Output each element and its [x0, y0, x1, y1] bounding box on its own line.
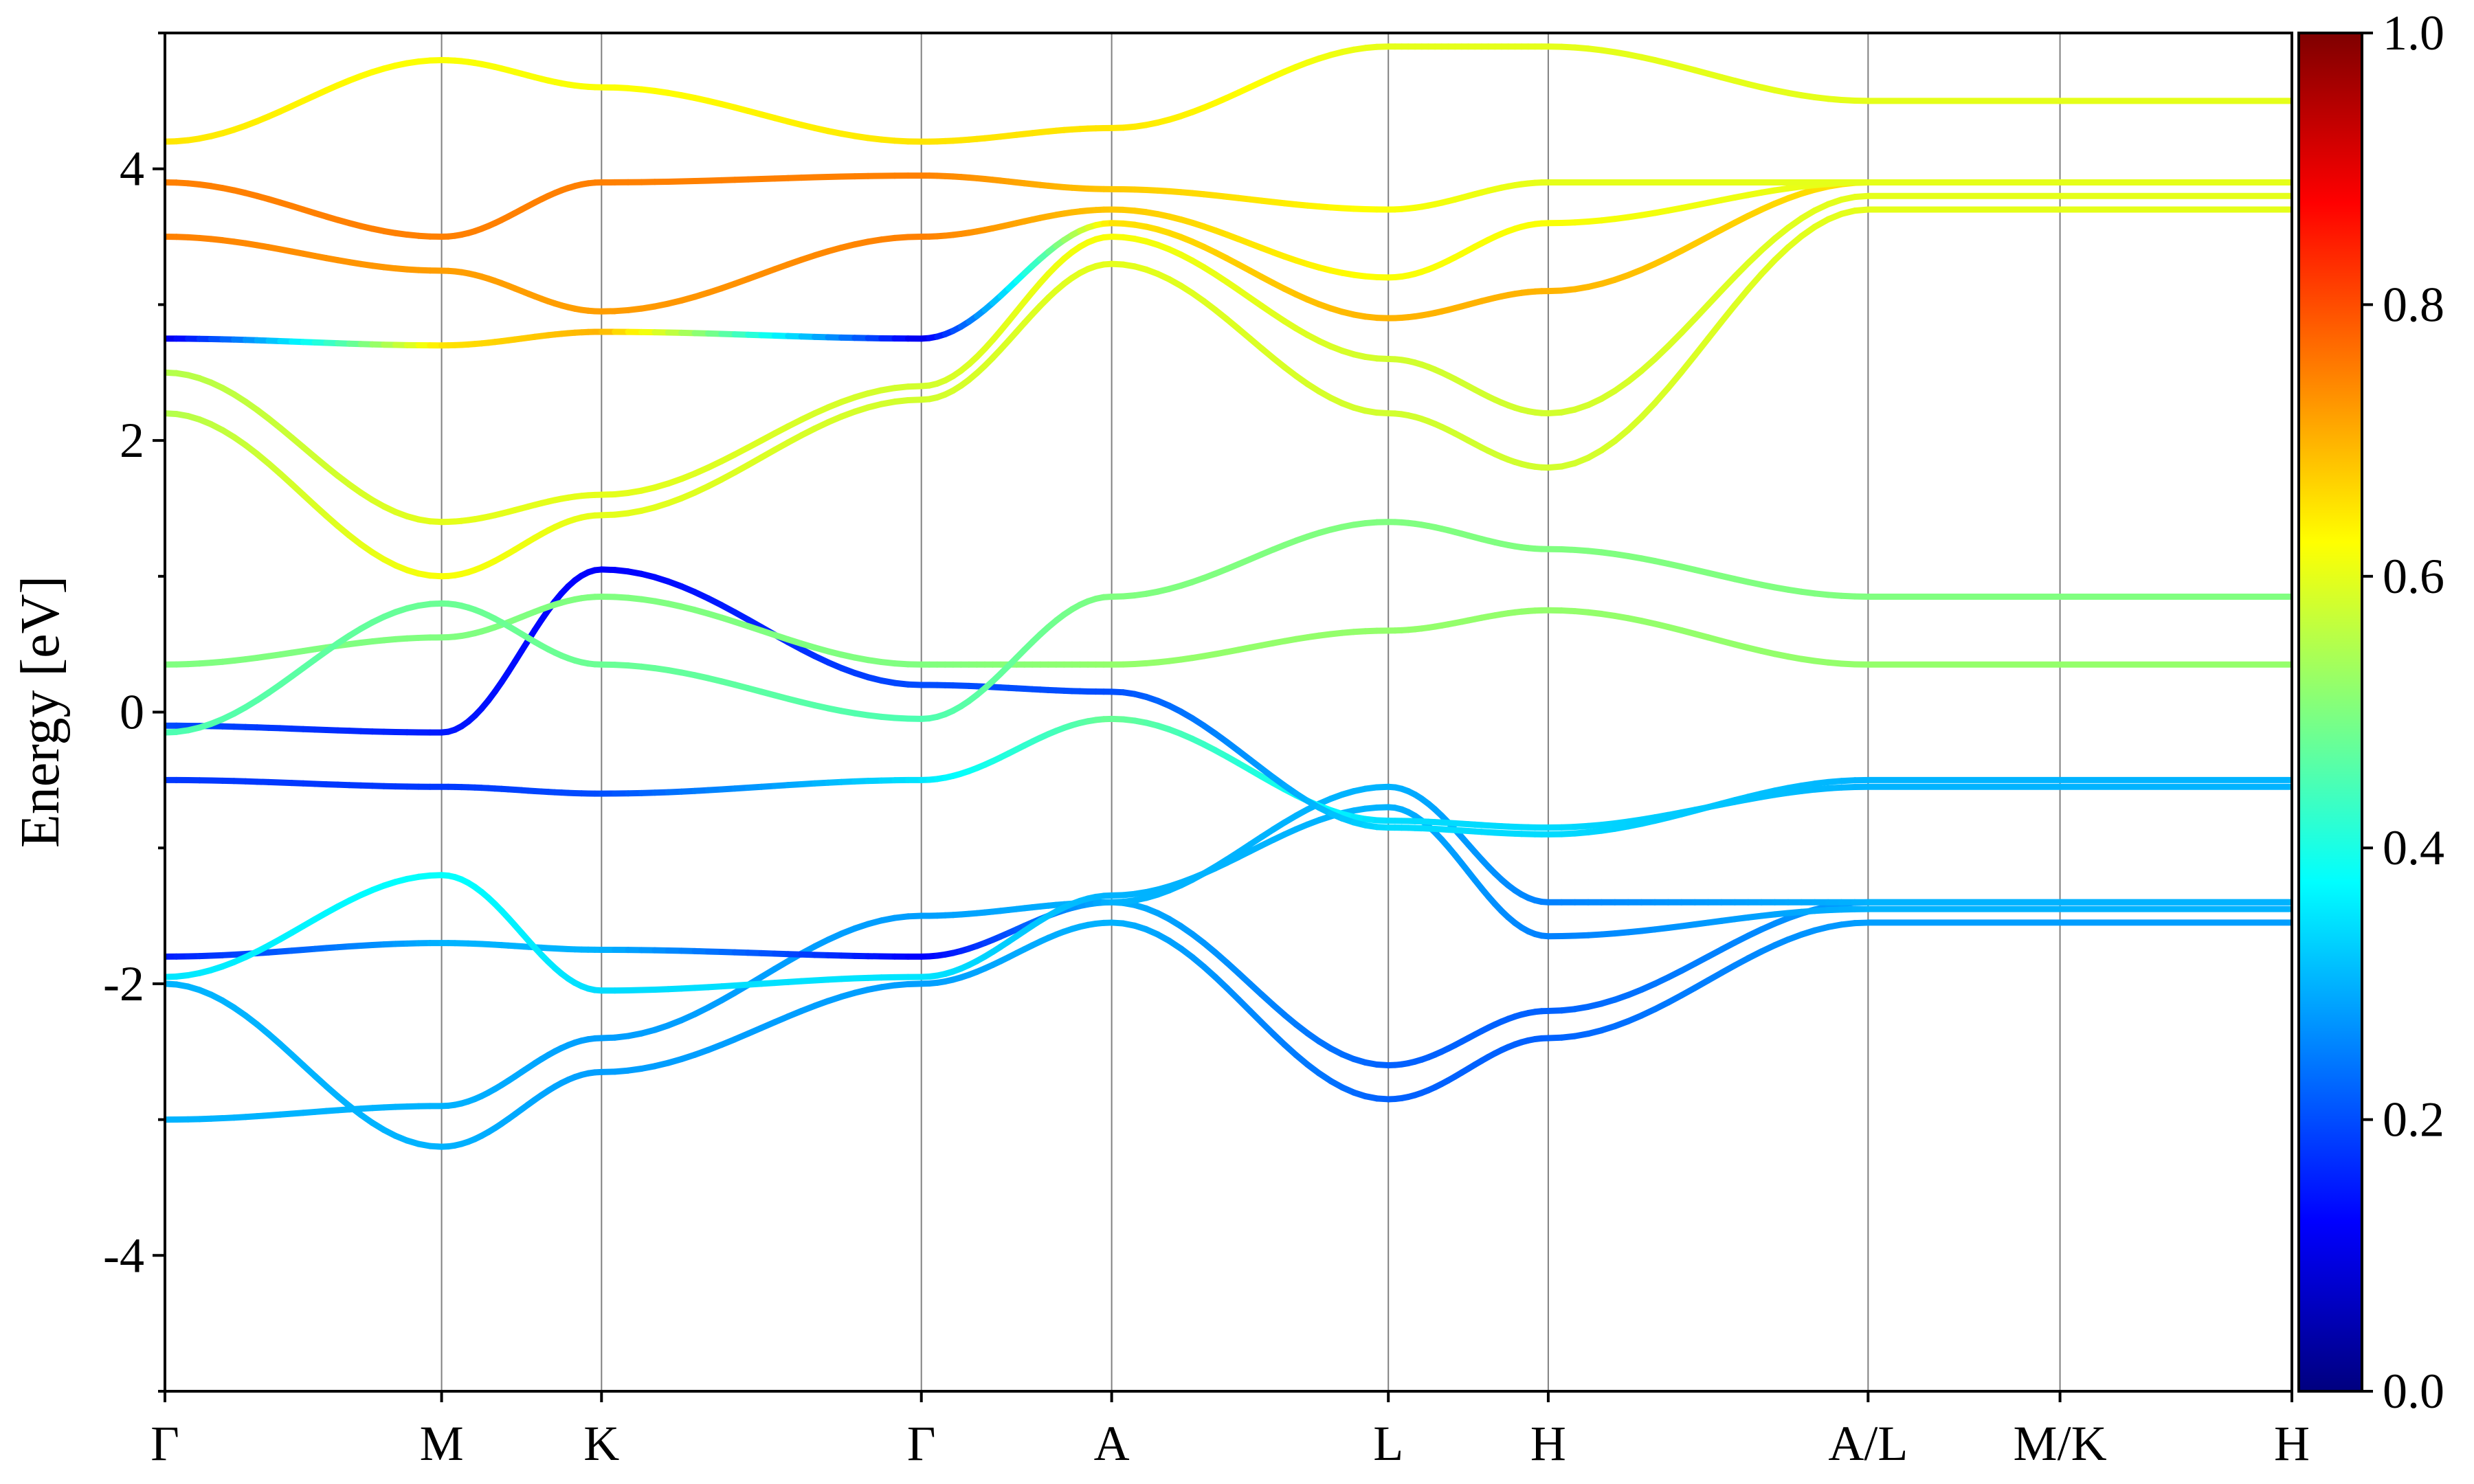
high-symmetry-lines — [441, 33, 2061, 1391]
y-tick-label: 2 — [120, 413, 144, 468]
x-tick-label: M/K — [2014, 1416, 2107, 1471]
band-segment — [1731, 260, 1752, 280]
band-segment — [1651, 385, 1671, 407]
band-segment — [1691, 301, 1712, 322]
y-tick-label: -4 — [103, 1228, 144, 1283]
colorbar-tick-label: 0.2 — [2383, 1092, 2444, 1147]
x-tick-label: L — [1373, 1416, 1403, 1471]
y-tick-label: 4 — [120, 142, 144, 196]
band-segment — [1678, 315, 1698, 336]
x-axis: Γ M K Γ A L H A/L M/K H — [151, 1391, 2310, 1471]
colorbar-tick-label: 0.6 — [2383, 549, 2444, 604]
x-tick-label: A — [1094, 1416, 1130, 1471]
x-tick-label: Γ — [151, 1416, 179, 1471]
band-segment — [1638, 400, 1658, 420]
x-tick-label: H — [2274, 1416, 2310, 1471]
energy-band — [165, 566, 2292, 837]
y-axis-title: Energy [eV] — [10, 576, 71, 848]
x-tick-label: Γ — [907, 1416, 936, 1471]
band-segment — [1718, 273, 1738, 294]
band-segment — [1678, 352, 1698, 375]
colorbar-gradient — [2297, 32, 2363, 1393]
colorbar-tick-label: 0.4 — [2383, 820, 2444, 875]
colorbar-tick-label: 0.0 — [2383, 1364, 2444, 1419]
x-tick-label: M — [420, 1416, 464, 1471]
band-segment — [1664, 368, 1685, 392]
energy-band — [165, 43, 2292, 145]
band-segment — [1718, 302, 1738, 325]
x-tick-label: K — [583, 1416, 619, 1471]
band-segment — [1758, 256, 1779, 278]
y-tick-label: -2 — [103, 956, 144, 1011]
energy-band — [165, 192, 2292, 526]
y-axis: 4 2 0 -2 -4 — [103, 32, 165, 1393]
energy-band — [165, 804, 2292, 994]
energy-band — [165, 593, 2292, 668]
energy-band — [165, 899, 2292, 1123]
energy-band — [165, 519, 2292, 736]
energy-band — [165, 179, 2292, 315]
colorbar-tick-label: 1.0 — [2383, 5, 2444, 60]
y-tick-label: 0 — [120, 685, 144, 740]
band-segment — [1705, 287, 1725, 308]
energy-band — [165, 783, 2292, 960]
band-segment — [1705, 318, 1725, 342]
colorbar: 0.0 0.2 0.4 0.6 0.8 1.0 — [2297, 5, 2444, 1419]
energy-band — [165, 919, 2292, 1150]
colorbar-ticks: 0.0 0.2 0.4 0.6 0.8 1.0 — [2362, 5, 2444, 1419]
energy-bands — [165, 43, 2292, 1150]
band-segment — [1691, 335, 1712, 359]
energy-band — [165, 206, 2292, 580]
band-segment — [1745, 271, 1765, 293]
colorbar-tick-label: 0.8 — [2383, 277, 2444, 332]
x-tick-label: A/L — [1828, 1416, 1908, 1471]
band-segment — [1731, 286, 1752, 308]
x-tick-label: H — [1530, 1416, 1566, 1471]
energy-band — [165, 172, 2292, 240]
band-segment — [1664, 329, 1685, 350]
energy-band — [165, 715, 2292, 831]
